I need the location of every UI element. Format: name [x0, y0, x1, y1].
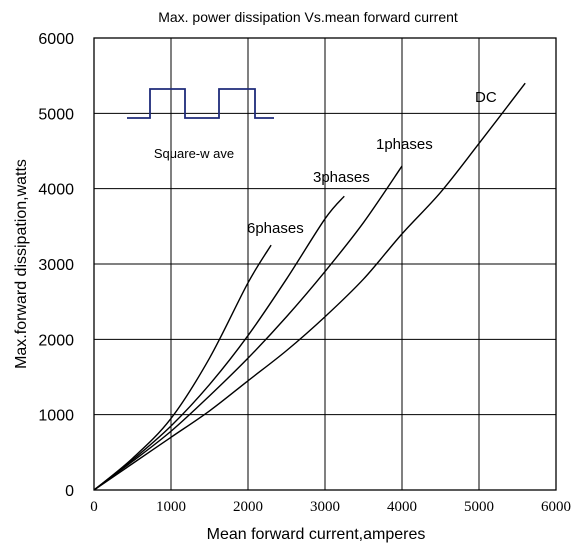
y-tick-label: 5000	[38, 106, 74, 123]
y-tick-label: 3000	[38, 257, 74, 274]
y-axis-ticks: 0 1000 2000 3000 4000 5000 6000	[38, 31, 74, 500]
series-lines	[93, 82, 526, 491]
x-axis-ticks: 0 1000 2000 3000 4000 5000 6000	[90, 499, 571, 515]
series-label-3phases: 3phases	[313, 169, 370, 186]
series-line-6phases	[93, 244, 272, 491]
y-axis-label: Max.forward dissipation,watts	[13, 159, 30, 369]
series-label-6phases: 6phases	[247, 220, 304, 237]
series-line-dc	[93, 82, 526, 491]
x-tick-label: 0	[90, 499, 98, 515]
square-wave-label: Square-w ave	[154, 146, 234, 161]
x-tick-label: 5000	[464, 499, 494, 515]
grid	[94, 38, 556, 490]
x-tick-label: 6000	[541, 499, 571, 515]
y-tick-label: 6000	[38, 31, 74, 48]
x-tick-label: 1000	[156, 499, 186, 515]
y-tick-label: 0	[65, 483, 74, 500]
x-axis-label: Mean forward current,amperes	[207, 526, 426, 543]
chart-title: Max. power dissipation Vs.mean forward c…	[158, 9, 458, 25]
plot-frame	[93, 37, 557, 491]
x-tick-label: 4000	[387, 499, 417, 515]
x-tick-label: 2000	[233, 499, 263, 515]
series-line-3phases	[93, 195, 345, 491]
x-tick-label: 3000	[310, 499, 340, 515]
square-wave-inset: Square-w ave	[127, 88, 274, 161]
series-label-1phases: 1phases	[376, 136, 433, 153]
series-line-1phases	[93, 165, 403, 491]
y-tick-label: 1000	[38, 408, 74, 425]
series-labels: 6phases 3phases 1phases DC	[247, 89, 497, 237]
series-label-dc: DC	[475, 89, 497, 106]
square-wave-icon	[127, 88, 274, 119]
plot-area: 0 1000 2000 3000 4000 5000 6000 0 1000 2000 3000 4…	[38, 31, 571, 515]
y-tick-label: 4000	[38, 182, 74, 199]
y-tick-label: 2000	[38, 332, 74, 349]
